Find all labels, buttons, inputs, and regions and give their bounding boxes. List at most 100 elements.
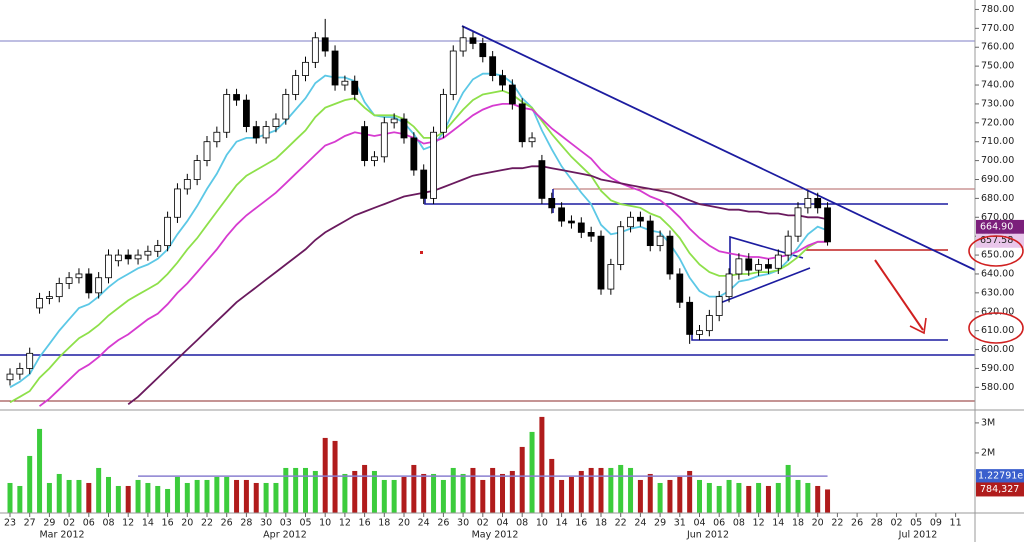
candle-body	[292, 75, 300, 95]
y-tick-label: 580.00	[981, 382, 1014, 393]
x-tick-label: 16	[575, 518, 587, 529]
x-tick-label: 22	[201, 518, 213, 529]
volume-bar	[332, 440, 338, 513]
candle-body	[6, 373, 14, 381]
x-tick-label: 14	[772, 518, 784, 529]
candle-body	[183, 179, 191, 190]
volume-bar	[155, 485, 161, 513]
volume-bar	[293, 467, 299, 513]
moving-average	[9, 89, 828, 404]
volume-bar	[342, 473, 348, 513]
candle-body	[686, 301, 694, 335]
candle-body	[331, 50, 339, 86]
volume-bar	[598, 467, 604, 513]
x-tick-label: 05	[299, 518, 311, 529]
volume-bar	[115, 485, 121, 513]
volume-bar	[765, 485, 771, 513]
volume-bar	[263, 482, 269, 513]
volume-bar	[135, 479, 141, 513]
x-tick-label: 03	[280, 518, 292, 529]
y-tick-label: 640.00	[981, 268, 1014, 279]
candle-body	[361, 126, 369, 161]
volume-bar	[529, 431, 535, 513]
candle-body	[617, 226, 625, 265]
volume-bar	[86, 482, 92, 513]
x-tick-label: 30	[457, 518, 469, 529]
volume-bar	[637, 479, 643, 513]
candle-body	[508, 84, 516, 105]
x-tick-label: 26	[221, 518, 233, 529]
y-tick-label: 680.00	[981, 193, 1014, 204]
volume-bar	[618, 464, 624, 513]
x-tick-label: 28	[871, 518, 883, 529]
candle-body	[282, 94, 290, 120]
candle-body	[55, 283, 63, 298]
volume-bar	[7, 482, 13, 513]
y-tick-label: 700.00	[981, 155, 1014, 166]
candle-body	[794, 207, 802, 237]
volume-bar	[411, 464, 417, 513]
candle-body	[262, 126, 270, 139]
volume-bar	[303, 467, 308, 513]
volume-bar	[312, 470, 318, 513]
x-tick-label: 12	[753, 518, 765, 529]
volume-bar	[224, 476, 230, 513]
candle-body	[400, 118, 408, 139]
y-tick-label: 750.00	[981, 61, 1014, 72]
candle-body	[26, 352, 34, 369]
x-tick-label: 18	[792, 518, 804, 529]
volume-bar	[27, 455, 33, 513]
volume-bar	[362, 464, 368, 513]
candle-body	[203, 141, 211, 161]
x-tick-label: 02	[477, 518, 489, 529]
candle-body	[804, 197, 812, 209]
candle-body	[538, 160, 546, 199]
candle-body	[627, 216, 634, 228]
candle-body	[607, 264, 615, 290]
volume-bar	[628, 467, 634, 513]
candle-body	[489, 56, 497, 76]
x-tick-label: 29	[43, 518, 55, 529]
volume-bar	[66, 479, 72, 513]
candle-body	[124, 254, 132, 260]
x-tick-label: 08	[102, 518, 114, 529]
candle-body	[666, 235, 674, 275]
volume-bar	[204, 479, 210, 513]
candle-body	[518, 103, 526, 143]
volume-bar	[805, 482, 811, 513]
volume-bar	[578, 470, 584, 513]
volume-bar	[450, 467, 456, 513]
x-tick-label: 08	[516, 518, 528, 529]
candle-body	[114, 254, 122, 262]
candle-body	[65, 277, 73, 284]
volume-bar	[509, 470, 515, 513]
candle-body	[144, 250, 152, 256]
volume-bar	[174, 476, 180, 513]
y-tick-label: 770.00	[981, 23, 1014, 34]
volume-bar	[106, 476, 111, 513]
x-tick-label: 18	[378, 518, 390, 529]
volume-bar	[243, 479, 249, 513]
annotations	[0, 25, 976, 402]
x-tick-label: 28	[240, 518, 252, 529]
x-tick-label: 31	[674, 518, 686, 529]
volume-bar	[756, 482, 762, 513]
candle-body	[213, 131, 221, 143]
volume-bar	[746, 485, 752, 513]
candle-body	[351, 80, 359, 95]
candle-body	[174, 188, 181, 218]
volume-bar	[273, 482, 279, 513]
volume-bar	[697, 479, 702, 513]
volume-bar	[775, 482, 781, 513]
x-tick-label: 04	[496, 518, 508, 529]
volume-bar	[815, 485, 821, 513]
x-tick-label: 30	[260, 518, 272, 529]
month-label: May 2012	[472, 530, 519, 541]
y-tick-label: 590.00	[981, 363, 1014, 374]
x-tick-label: 22	[831, 518, 843, 529]
volume-bar	[371, 470, 377, 513]
y-tick-label: 650.00	[981, 250, 1014, 261]
candle-body	[814, 197, 822, 209]
x-tick-label: 20	[812, 518, 824, 529]
candle-body	[755, 264, 762, 271]
